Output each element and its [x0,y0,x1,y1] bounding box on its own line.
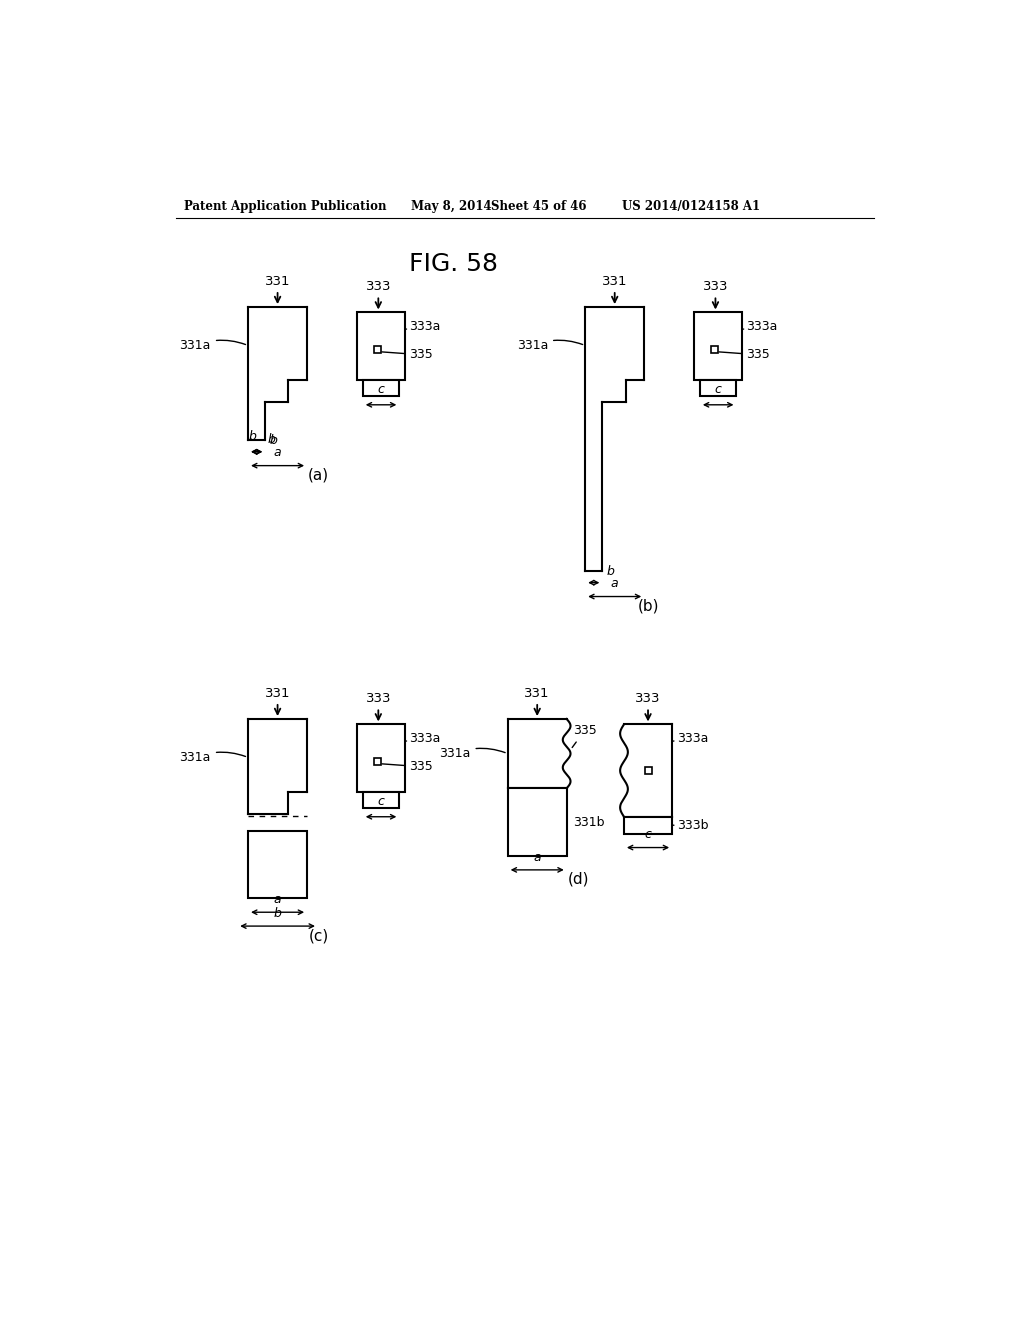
Text: 331: 331 [265,686,291,700]
Text: c: c [715,383,722,396]
Text: Sheet 45 of 46: Sheet 45 of 46 [490,199,586,213]
Text: 333a: 333a [404,319,440,333]
Bar [362,380,399,396]
Text: b: b [269,434,276,447]
Text: 331: 331 [524,686,550,700]
Text: c: c [378,795,384,808]
Text: b: b [267,433,275,446]
Text: 331: 331 [265,275,291,288]
Text: c: c [644,829,651,841]
Bar [644,767,651,774]
Text: 333b: 333b [672,818,709,832]
Bar [374,758,381,766]
Text: 333: 333 [702,280,728,293]
Text: a: a [273,894,282,906]
Text: c: c [378,383,384,396]
Text: 335: 335 [719,348,770,362]
Text: 331a: 331a [517,339,583,352]
Text: US 2014/0124158 A1: US 2014/0124158 A1 [623,199,761,213]
Text: 333: 333 [366,692,391,705]
Text: 335: 335 [572,723,597,747]
Text: 331a: 331a [439,747,505,760]
Text: 331a: 331a [179,751,246,764]
Text: Patent Application Publication: Patent Application Publication [183,199,386,213]
Text: (c): (c) [308,928,329,942]
Text: 333a: 333a [672,731,708,744]
Bar [508,788,566,857]
Text: a: a [611,577,618,590]
Text: 333: 333 [366,280,391,293]
Bar [693,313,741,380]
Bar [248,830,307,899]
Text: b: b [249,429,257,442]
Bar [700,380,736,396]
Bar [374,346,381,354]
Bar [356,313,404,380]
Bar [356,725,404,792]
Bar [624,817,672,834]
Text: 333a: 333a [741,319,778,333]
Text: 335: 335 [382,348,433,362]
Text: May 8, 2014: May 8, 2014 [411,199,492,213]
Text: b: b [606,565,614,578]
Bar [712,346,718,354]
Bar [362,792,399,808]
Text: 331b: 331b [566,816,604,829]
Text: 333a: 333a [404,731,440,744]
Text: 331a: 331a [179,339,246,352]
Text: FIG. 58: FIG. 58 [409,252,498,276]
Text: a: a [534,850,541,863]
Text: a: a [273,446,282,459]
Text: 331: 331 [602,275,628,288]
Text: 335: 335 [382,760,433,774]
Text: 333: 333 [635,692,660,705]
Text: b: b [273,907,282,920]
Text: (a): (a) [308,467,329,483]
Text: (b): (b) [637,598,658,614]
Text: (d): (d) [567,871,589,887]
